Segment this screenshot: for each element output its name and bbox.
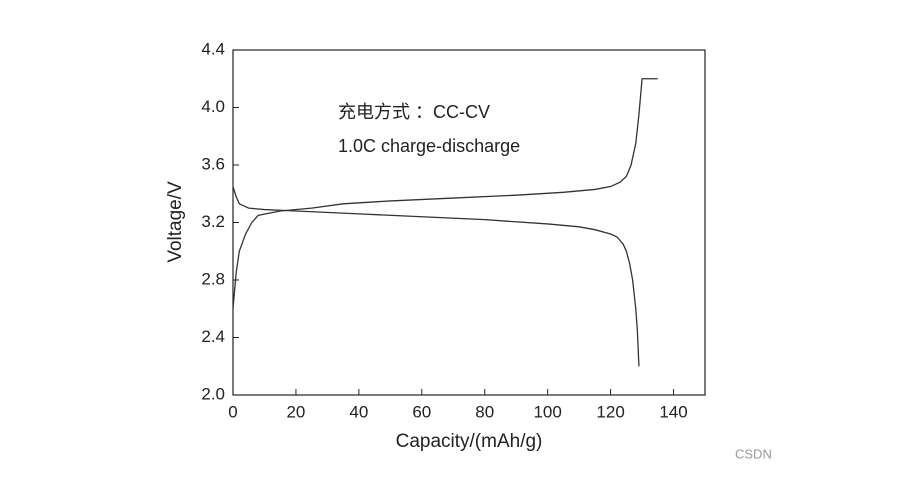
x-tick-label: 80: [475, 402, 494, 421]
x-tick-label: 40: [349, 402, 368, 421]
y-tick-label: 4.0: [201, 97, 225, 116]
x-axis-label: Capacity/(mAh/g): [396, 431, 543, 452]
line-series: [232, 78, 658, 309]
y-tick-label: 2.0: [201, 384, 225, 403]
y-tick-label: 2.8: [201, 269, 225, 288]
line-series: [232, 186, 640, 367]
x-tick-label: 100: [533, 402, 561, 421]
y-tick-label: 3.6: [201, 154, 225, 173]
x-tick-label: 140: [659, 402, 687, 421]
y-axis-label: Voltage/V: [165, 181, 186, 263]
y-tick-label: 3.2: [201, 212, 225, 231]
y-tick-label: 2.4: [201, 327, 225, 346]
annotation: 1.0C charge-discharge: [338, 136, 520, 156]
x-tick-label: 60: [412, 402, 431, 421]
x-tick-label: 20: [286, 402, 305, 421]
watermark: CSDN: [735, 446, 772, 461]
y-tick-label: 4.4: [201, 39, 225, 58]
x-tick-label: 0: [228, 402, 237, 421]
x-tick-label: 120: [596, 402, 624, 421]
annotation: 充电方式 ：CC-CV: [338, 102, 490, 122]
